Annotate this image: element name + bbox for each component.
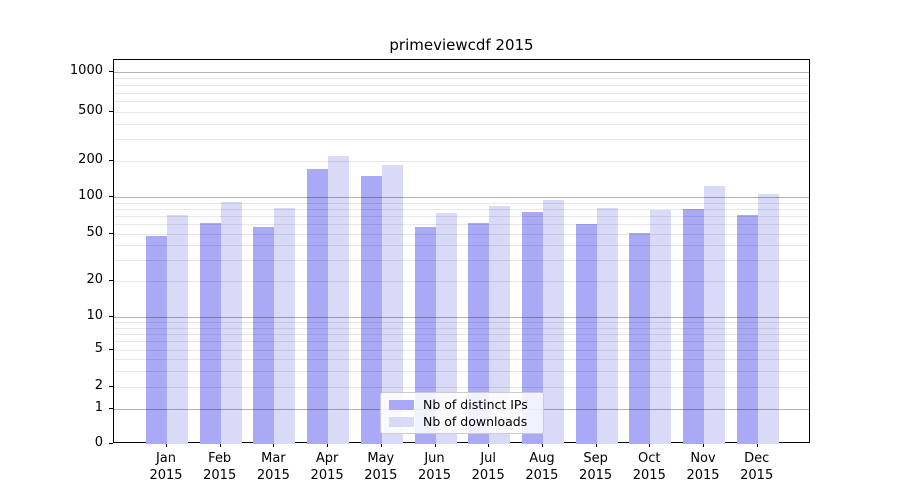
bar-distinct-ips-jan: [146, 236, 167, 444]
bar-distinct-ips-nov: [683, 208, 704, 444]
x-tick-mark: [703, 443, 704, 447]
x-tick-mark: [488, 443, 490, 447]
legend: Nb of distinct IPs Nb of downloads: [380, 392, 544, 434]
bar-distinct-ips-feb: [199, 223, 221, 444]
x-tick-mark: [541, 443, 543, 447]
x-tick-label-may: May 2015: [364, 451, 398, 483]
y-tick-mark: [109, 408, 113, 409]
y-tick-label: 0: [94, 435, 103, 450]
bar-downloads-oct: [650, 210, 672, 444]
x-tick-mark: [434, 443, 436, 447]
legend-row-distinct-ips: Nb of distinct IPs: [389, 396, 535, 412]
y-tick-label: 1: [94, 400, 103, 415]
bar-downloads-may: [381, 165, 403, 444]
y-tick-label: 1000: [69, 63, 103, 78]
y-tick-mark: [109, 233, 113, 234]
y-tick-mark: [109, 111, 113, 112]
y-tick-mark: [109, 349, 113, 350]
x-tick-mark: [219, 443, 221, 447]
chart-title: primeviewcdf 2015: [389, 36, 534, 54]
y-tick-mark: [109, 160, 113, 161]
bar-distinct-ips-mar: [253, 227, 275, 444]
x-tick-label-jan: Jan 2015: [149, 451, 183, 483]
bar-distinct-ips-oct: [629, 232, 651, 444]
y-tick-mark: [109, 280, 113, 281]
x-tick-label-nov: Nov 2015: [686, 451, 720, 483]
x-tick-label-dec: Dec 2015: [740, 451, 774, 483]
bar-downloads-mar: [274, 207, 296, 444]
x-tick-label-oct: Oct 2015: [632, 451, 666, 483]
y-tick-mark: [109, 71, 113, 72]
x-tick-mark: [595, 443, 597, 447]
bar-distinct-ips-jun: [414, 227, 436, 444]
y-tick-label: 5: [94, 341, 103, 356]
bar-distinct-ips-aug: [521, 212, 543, 444]
y-tick-mark: [109, 443, 113, 444]
legend-label-distinct-ips: Nb of distinct IPs: [423, 396, 528, 412]
x-tick-mark: [649, 443, 651, 447]
y-tick-label: 2: [94, 378, 103, 393]
y-tick-label: 500: [78, 103, 103, 118]
y-tick-mark: [109, 386, 113, 387]
x-tick-label-aug: Aug 2015: [525, 451, 559, 483]
bar-downloads-aug: [542, 200, 564, 444]
bars-layer: [114, 60, 809, 444]
y-tick-mark: [109, 316, 113, 317]
bar-distinct-ips-may: [360, 175, 382, 444]
bar-distinct-ips-jul: [468, 222, 490, 444]
y-tick-mark: [109, 196, 113, 197]
x-tick-label-jun: Jun 2015: [417, 451, 452, 483]
x-tick-mark: [380, 443, 382, 447]
y-tick-label: 10: [86, 308, 103, 323]
x-tick-label-jul: Jul 2015: [471, 451, 505, 483]
y-tick-label: 50: [86, 225, 103, 240]
legend-swatch-downloads: [389, 416, 414, 427]
x-tick-mark: [756, 443, 758, 447]
x-tick-label-apr: Apr 2015: [310, 451, 344, 483]
bar-downloads-feb: [220, 202, 242, 444]
bar-downloads-nov: [704, 185, 725, 444]
x-tick-mark: [273, 443, 275, 447]
bar-downloads-dec: [757, 193, 779, 444]
bar-downloads-jan: [167, 214, 188, 444]
bar-distinct-ips-apr: [307, 168, 329, 444]
x-tick-label-sep: Sep 2015: [579, 451, 613, 483]
x-tick-mark: [166, 443, 167, 447]
bar-downloads-jul: [489, 206, 511, 444]
bar-distinct-ips-dec: [736, 214, 758, 444]
bar-downloads-jun: [435, 213, 457, 444]
x-tick-label-feb: Feb 2015: [203, 451, 237, 483]
bar-distinct-ips-sep: [575, 224, 597, 444]
plot-area: [113, 59, 810, 444]
y-tick-label: 20: [86, 272, 103, 287]
bar-downloads-apr: [328, 155, 350, 444]
legend-label-downloads: Nb of downloads: [423, 413, 528, 429]
legend-row-downloads: Nb of downloads: [389, 413, 535, 429]
x-tick-mark: [327, 443, 329, 447]
y-tick-label: 200: [78, 152, 103, 167]
x-tick-label-mar: Mar 2015: [256, 451, 290, 483]
y-tick-label: 100: [78, 188, 103, 203]
legend-swatch-distinct-ips: [389, 399, 414, 410]
bar-downloads-sep: [596, 207, 618, 444]
